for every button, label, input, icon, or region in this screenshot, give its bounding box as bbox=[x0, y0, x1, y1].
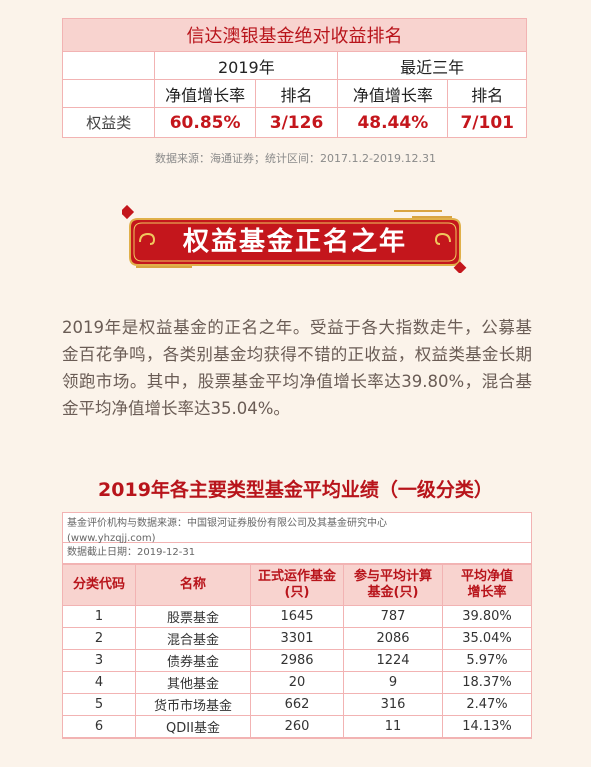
header-growth: 平均净值 增长率 bbox=[442, 564, 531, 606]
cell-growth: 35.04% bbox=[442, 627, 531, 650]
rank-3y-value: 7/101 bbox=[447, 107, 527, 138]
table-row: 6 QDII基金 260 11 14.13% bbox=[63, 715, 531, 738]
table-row: 3 债券基金 2986 1224 5.97% bbox=[63, 649, 531, 672]
period-3y: 最近三年 bbox=[337, 51, 527, 80]
diamond-top-left bbox=[122, 205, 135, 220]
data-source-line-1: 基金评价机构与数据来源：中国银河证券股份有限公司及其基金研究中心 bbox=[67, 518, 387, 529]
cell-growth: 39.80% bbox=[442, 605, 531, 628]
ranking-title: 信达澳银基金绝对收益排名 bbox=[62, 18, 527, 52]
cell-calc: 1224 bbox=[343, 649, 443, 672]
performance-table: 分类代码 名称 正式运作基金 (只) 参与平均计算 基金(只) 平均净值 增长率… bbox=[63, 564, 531, 738]
growth-2019-value: 60.85% bbox=[154, 107, 256, 138]
cell-calc: 787 bbox=[343, 605, 443, 628]
header-count-line2: (只) bbox=[284, 585, 310, 600]
source-note: 数据来源：海通证券；统计区间：2017.1.2-2019.12.31 bbox=[155, 152, 436, 165]
data-source-info: 基金评价机构与数据来源：中国银河证券股份有限公司及其基金研究中心 (www.yh… bbox=[63, 513, 531, 544]
table-row: 5 货币市场基金 662 316 2.47% bbox=[63, 693, 531, 716]
cell-count: 1645 bbox=[250, 605, 344, 628]
header-code: 分类代码 bbox=[63, 564, 136, 606]
rank-2019-value: 3/126 bbox=[254, 107, 339, 138]
header-calc-line2: 基金(只) bbox=[367, 585, 419, 600]
col-rank-3y: 排名 bbox=[447, 79, 527, 108]
data-date-line: 数据截止日期：2019-12-31 bbox=[63, 543, 531, 564]
cell-count: 20 bbox=[250, 671, 344, 694]
cell-code: 5 bbox=[63, 693, 136, 716]
table-row: 1 股票基金 1645 787 39.80% bbox=[63, 605, 531, 628]
cell-calc: 2086 bbox=[343, 627, 443, 650]
swirl-left bbox=[139, 232, 156, 245]
cell-name: 混合基金 bbox=[135, 627, 251, 650]
section-title: 2019年各主要类型基金平均业绩（一级分类） bbox=[98, 479, 493, 501]
cell-code: 2 bbox=[63, 627, 136, 650]
section-banner: 权益基金正名之年 bbox=[122, 205, 468, 273]
banner-text: 权益基金正名之年 bbox=[182, 227, 407, 257]
header-count: 正式运作基金 (只) bbox=[250, 564, 344, 606]
header-name: 名称 bbox=[135, 564, 251, 606]
table-row: 2 混合基金 3301 2086 35.04% bbox=[63, 627, 531, 650]
cell-count: 2986 bbox=[250, 649, 344, 672]
body-paragraph: 2019年是权益基金的正名之年。受益于各大指数走牛，公募基金百花争鸣，各类别基金… bbox=[62, 318, 532, 418]
cell-growth: 18.37% bbox=[442, 671, 531, 694]
performance-table-wrapper: 基金评价机构与数据来源：中国银河证券股份有限公司及其基金研究中心 (www.yh… bbox=[62, 512, 532, 739]
cell-name: QDII基金 bbox=[135, 715, 251, 738]
cell-name: 股票基金 bbox=[135, 605, 251, 628]
ranking-table: 信达澳银基金绝对收益排名 2019年 最近三年 净值增长率 排名 净值增长率 排… bbox=[61, 18, 527, 138]
cell-calc: 9 bbox=[343, 671, 443, 694]
cell-growth: 2.47% bbox=[442, 693, 531, 716]
header-row: 分类代码 名称 正式运作基金 (只) 参与平均计算 基金(只) 平均净值 增长率 bbox=[63, 564, 531, 606]
cell-name: 货币市场基金 bbox=[135, 693, 251, 716]
table-row: 4 其他基金 20 9 18.37% bbox=[63, 671, 531, 694]
cell-name: 其他基金 bbox=[135, 671, 251, 694]
col-growth-3y: 净值增长率 bbox=[337, 79, 449, 108]
cell-count: 662 bbox=[250, 693, 344, 716]
cell-growth: 5.97% bbox=[442, 649, 531, 672]
col-growth-2019: 净值增长率 bbox=[154, 79, 256, 108]
cell-count: 3301 bbox=[250, 627, 344, 650]
header-growth-line2: 增长率 bbox=[467, 585, 507, 600]
cell-count: 260 bbox=[250, 715, 344, 738]
header-growth-line1: 平均净值 bbox=[460, 569, 513, 584]
banner-body bbox=[129, 218, 461, 266]
col-rank-2019: 排名 bbox=[254, 79, 339, 108]
cell-code: 4 bbox=[63, 671, 136, 694]
banner-frame bbox=[122, 205, 467, 273]
period-2019: 2019年 bbox=[154, 51, 339, 80]
ranking-empty-cell bbox=[61, 79, 156, 108]
header-calc-line1: 参与平均计算 bbox=[353, 569, 432, 584]
ranking-corner-cell bbox=[61, 51, 156, 80]
cell-growth: 14.13% bbox=[442, 715, 531, 738]
header-calc: 参与平均计算 基金(只) bbox=[343, 564, 443, 606]
data-source-line-2: (www.yhzqjj.com) bbox=[67, 533, 156, 544]
swirl-right bbox=[434, 232, 451, 245]
cell-calc: 316 bbox=[343, 693, 443, 716]
growth-3y-value: 48.44% bbox=[337, 107, 449, 138]
cell-calc: 11 bbox=[343, 715, 443, 738]
cell-name: 债券基金 bbox=[135, 649, 251, 672]
cell-code: 6 bbox=[63, 715, 136, 738]
row-label-equity: 权益类 bbox=[61, 107, 156, 138]
cell-code: 3 bbox=[63, 649, 136, 672]
cell-code: 1 bbox=[63, 605, 136, 628]
header-count-line1: 正式运作基金 bbox=[257, 569, 336, 584]
banner-inner-border bbox=[133, 222, 457, 262]
